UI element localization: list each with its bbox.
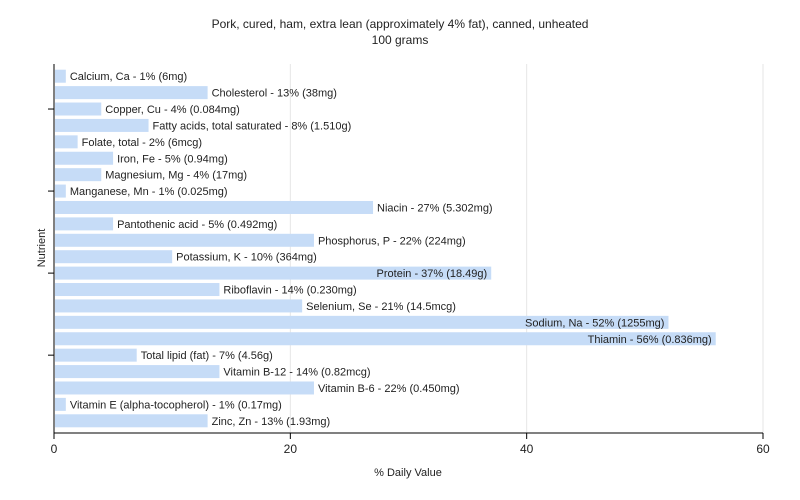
bar bbox=[55, 332, 716, 346]
bar bbox=[55, 299, 303, 313]
bar-label: Potassium, K - 10% (364mg) bbox=[176, 252, 317, 264]
bar-label: Fatty acids, total saturated - 8% (1.510… bbox=[153, 120, 352, 132]
bar-label: Cholesterol - 13% (38mg) bbox=[212, 88, 337, 100]
bar-label: Manganese, Mn - 1% (0.025mg) bbox=[70, 186, 228, 198]
bar-label: Iron, Fe - 5% (0.94mg) bbox=[117, 153, 228, 165]
bar bbox=[55, 151, 114, 165]
x-axis-title: % Daily Value bbox=[374, 467, 442, 479]
bar-label: Protein - 37% (18.49g) bbox=[377, 268, 488, 280]
bar-label: Copper, Cu - 4% (0.084mg) bbox=[105, 104, 240, 116]
bar-label: Phosphorus, P - 22% (224mg) bbox=[318, 235, 466, 247]
bar-label: Folate, total - 2% (6mcg) bbox=[82, 137, 202, 149]
bar bbox=[55, 118, 149, 132]
bar bbox=[55, 217, 114, 231]
bar bbox=[55, 69, 66, 83]
bar bbox=[55, 348, 137, 362]
bar-label: Vitamin B-6 - 22% (0.450mg) bbox=[318, 383, 460, 395]
bar bbox=[55, 184, 66, 198]
bar bbox=[55, 315, 669, 329]
y-axis-title: Nutrient bbox=[36, 229, 48, 268]
bar-label: Calcium, Ca - 1% (6mg) bbox=[70, 71, 187, 83]
x-tick-label: 40 bbox=[520, 442, 534, 456]
bar-label: Selenium, Se - 21% (14.5mcg) bbox=[306, 301, 456, 313]
bar bbox=[55, 86, 208, 100]
bar-label: Riboflavin - 14% (0.230mg) bbox=[223, 285, 356, 297]
bar-label: Thiamin - 56% (0.836mg) bbox=[588, 334, 712, 346]
chart-title: Pork, cured, ham, extra lean (approximat… bbox=[212, 17, 589, 31]
bar-label: Vitamin B-12 - 14% (0.82mcg) bbox=[223, 367, 370, 379]
bar bbox=[55, 168, 102, 182]
bar bbox=[55, 397, 66, 411]
bar bbox=[55, 266, 492, 280]
bar bbox=[55, 233, 314, 247]
bar bbox=[55, 250, 173, 264]
bar bbox=[55, 200, 374, 214]
bar-label: Pantothenic acid - 5% (0.492mg) bbox=[117, 219, 277, 231]
bar bbox=[55, 135, 78, 149]
bar bbox=[55, 365, 220, 379]
x-tick-label: 0 bbox=[51, 442, 58, 456]
bar-label: Vitamin E (alpha-tocopherol) - 1% (0.17m… bbox=[70, 399, 282, 411]
x-tick-label: 60 bbox=[756, 442, 770, 456]
bar bbox=[55, 414, 208, 428]
gridlines bbox=[289, 64, 764, 433]
chart-subtitle: 100 grams bbox=[372, 33, 429, 47]
bar bbox=[55, 283, 220, 297]
x-tick-label: 20 bbox=[284, 442, 298, 456]
bar-label: Sodium, Na - 52% (1255mg) bbox=[525, 317, 664, 329]
bar-label: Zinc, Zn - 13% (1.93mg) bbox=[212, 416, 331, 428]
bar-label: Magnesium, Mg - 4% (17mg) bbox=[105, 170, 247, 182]
bar bbox=[55, 381, 314, 395]
axes: 0 20 40 60 bbox=[48, 64, 770, 456]
bars: Calcium, Ca - 1% (6mg) Cholesterol - 13% … bbox=[55, 69, 716, 428]
bar-label: Total lipid (fat) - 7% (4.56g) bbox=[141, 350, 273, 362]
bar bbox=[55, 102, 102, 116]
bar-label: Niacin - 27% (5.302mg) bbox=[377, 202, 493, 214]
